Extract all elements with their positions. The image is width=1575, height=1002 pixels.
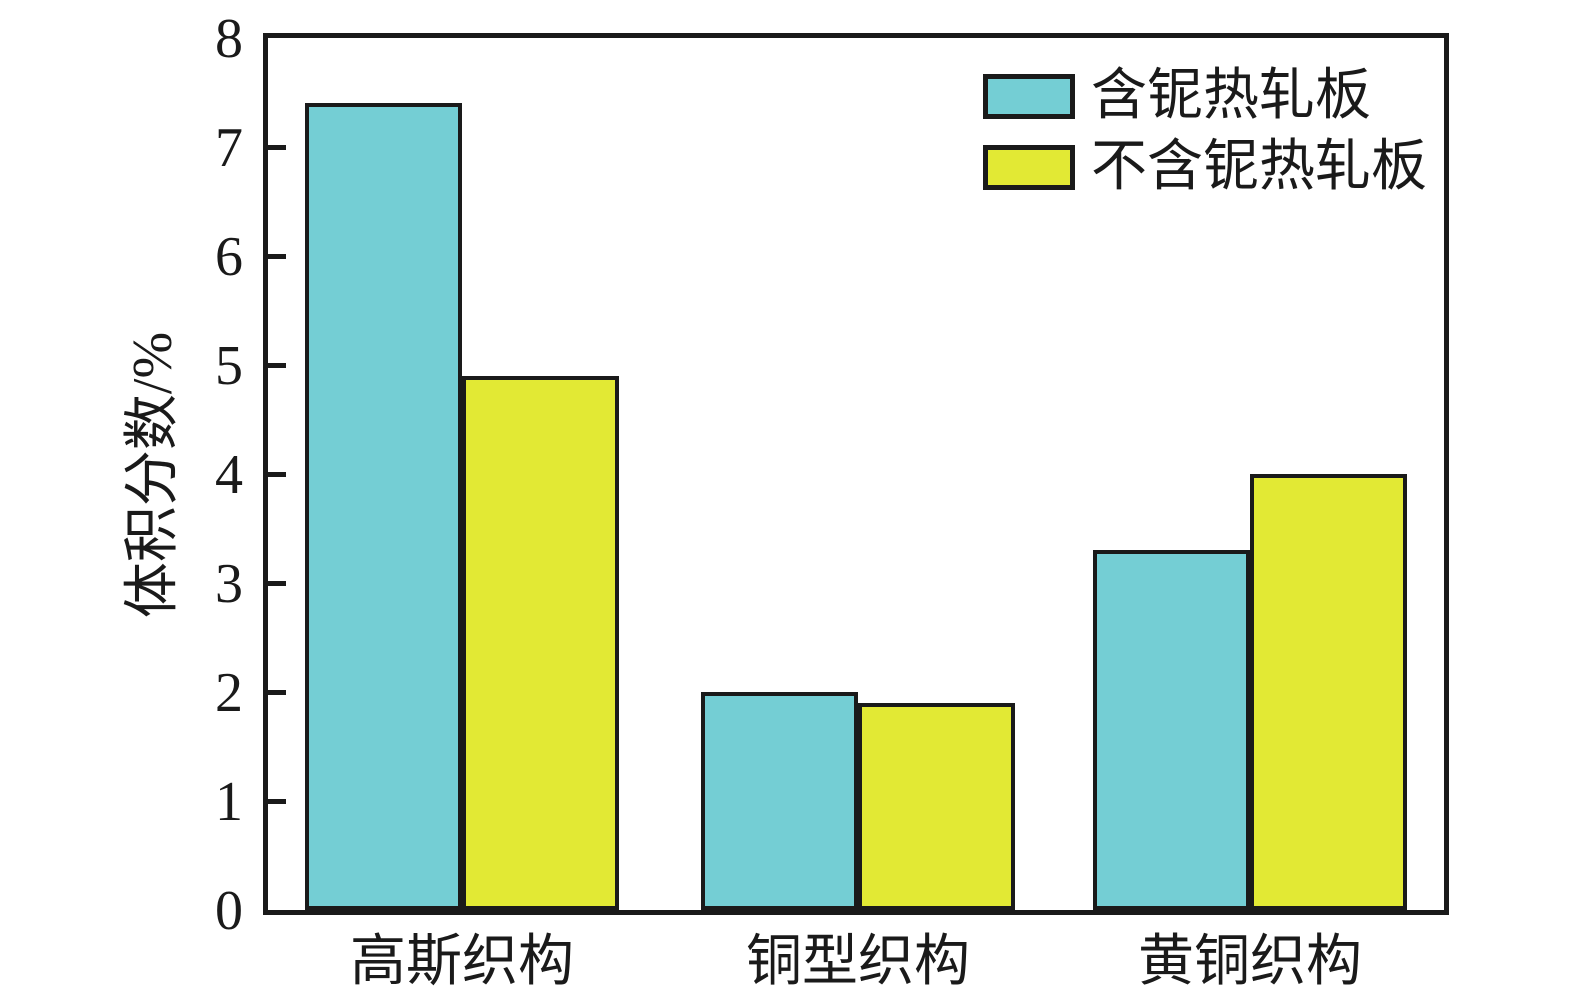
y-tick-label: 8 (215, 8, 243, 70)
y-tick-mark (268, 799, 286, 804)
bar-series1-cat2 (701, 692, 858, 910)
x-category-label: 高斯织构 (350, 931, 574, 993)
legend-swatch-icon (983, 144, 1075, 190)
bar-series2-cat1 (462, 376, 619, 910)
x-category-label: 黄铜织构 (1138, 931, 1362, 993)
y-tick-mark (268, 254, 286, 259)
bar-series1-cat3 (1093, 550, 1250, 910)
bar-series2-cat3 (1250, 474, 1407, 910)
y-tick-label: 6 (215, 226, 243, 288)
bar-series1-cat1 (305, 103, 462, 910)
y-tick-mark (268, 145, 286, 150)
y-tick-mark (268, 363, 286, 368)
bar-series2-cat2 (858, 703, 1015, 910)
y-tick-mark (268, 581, 286, 586)
y-tick-mark (268, 472, 286, 477)
y-tick-label: 4 (215, 444, 243, 506)
y-tick-label: 3 (215, 553, 243, 615)
y-tick-label: 1 (215, 771, 243, 833)
legend: 含铌热轧板不含铌热轧板 (983, 68, 1427, 210)
y-tick-label: 7 (215, 117, 243, 179)
y-tick-label: 2 (215, 662, 243, 724)
y-tick-label: 0 (215, 880, 243, 942)
y-tick-label: 5 (215, 335, 243, 397)
legend-item: 含铌热轧板 (983, 68, 1427, 124)
legend-swatch-icon (983, 73, 1075, 119)
legend-item: 不含铌热轧板 (983, 139, 1427, 195)
legend-label: 含铌热轧板 (1091, 65, 1371, 127)
y-tick-mark (268, 690, 286, 695)
legend-label: 不含铌热轧板 (1091, 136, 1427, 198)
x-category-label: 铜型织构 (746, 931, 970, 993)
plot-area (263, 33, 1449, 915)
